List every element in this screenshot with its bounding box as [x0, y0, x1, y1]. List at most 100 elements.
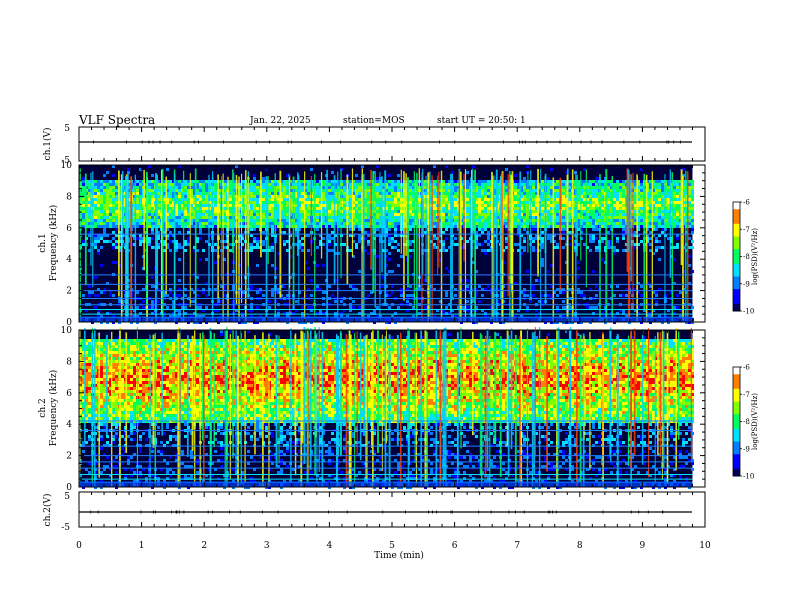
spectrogram-cell — [319, 243, 322, 246]
spectrogram-cell — [316, 198, 319, 201]
ch1-spectrogram-heatmap — [79, 165, 705, 324]
spectrogram-cell — [541, 231, 544, 234]
spectrogram-cell — [328, 201, 331, 204]
spectrogram-cell — [475, 213, 478, 216]
spectrogram-cell — [82, 243, 85, 246]
spectrogram-cell — [157, 231, 160, 234]
spectrogram-cell — [223, 225, 226, 228]
spectrogram-cell — [301, 312, 304, 315]
spectrogram-cell — [637, 183, 640, 186]
spectrogram-cell — [142, 300, 145, 303]
spectrogram-cell — [337, 201, 340, 204]
spectrogram-cell — [505, 237, 508, 240]
spectrogram-cell — [196, 237, 199, 240]
spectrogram-cell — [112, 315, 115, 318]
spectrogram-cell — [505, 240, 508, 243]
spectrogram-cell — [271, 201, 274, 204]
spectrogram-cell — [382, 213, 385, 216]
spectrogram-cell — [394, 198, 397, 201]
spectrogram-cell — [637, 228, 640, 231]
spectrogram-cell — [649, 204, 652, 207]
spectrogram-cell — [178, 258, 181, 261]
spectrogram-cell — [379, 201, 382, 204]
spectrogram-cell — [466, 222, 469, 225]
spectrogram-cell — [394, 234, 397, 237]
spectrogram-cell — [259, 288, 262, 291]
spectrogram-cell — [355, 288, 358, 291]
spectrogram-cell — [352, 255, 355, 258]
spectrogram-cell — [229, 207, 232, 210]
spectrogram-cell — [505, 207, 508, 210]
spectrogram-cell — [229, 213, 232, 216]
spectrogram-cell — [586, 306, 589, 309]
spectrogram-cell — [577, 225, 580, 228]
spectrogram-cell — [433, 210, 436, 213]
spectrogram-cell — [229, 243, 232, 246]
spectrogram-cell — [646, 240, 649, 243]
spectrogram-cell — [295, 216, 298, 219]
spectrogram-cell — [652, 180, 655, 183]
spectrogram-cell — [592, 198, 595, 201]
spectrogram-cell — [685, 231, 688, 234]
spectrogram-cell — [583, 222, 586, 225]
spectrogram-cell — [520, 210, 523, 213]
spectrogram-cell — [358, 237, 361, 240]
spectrogram-cell — [391, 222, 394, 225]
spectrogram-cell — [307, 267, 310, 270]
spectrogram-cell — [379, 210, 382, 213]
spectrogram-cell — [331, 207, 334, 210]
spectrogram-cell — [553, 216, 556, 219]
spectrogram-cell — [505, 186, 508, 189]
spectrogram-cell — [433, 201, 436, 204]
spectrogram-cell — [109, 225, 112, 228]
spectrogram-cell — [658, 198, 661, 201]
spectrogram-cell — [448, 270, 451, 273]
spectrogram-cell — [301, 195, 304, 198]
spectrogram-cell — [148, 192, 151, 195]
spectrogram-cell — [685, 204, 688, 207]
spectrogram-cell — [367, 294, 370, 297]
spectrogram-cell — [583, 213, 586, 216]
spectrogram-cell — [106, 195, 109, 198]
spectrogram-cell — [364, 189, 367, 192]
spectrogram-cell — [646, 234, 649, 237]
spectrogram-cell — [595, 183, 598, 186]
spectrogram-cell — [307, 222, 310, 225]
spectrogram-cell — [103, 201, 106, 204]
spectrogram-cell — [607, 201, 610, 204]
spectrogram-cell — [196, 249, 199, 252]
spectrogram-cell — [163, 207, 166, 210]
spectrogram-cell — [619, 186, 622, 189]
spectrogram-cell — [466, 219, 469, 222]
spectrogram-cell — [634, 234, 637, 237]
spectrogram-cell — [409, 228, 412, 231]
spectrogram-cell — [679, 225, 682, 228]
spectrogram-cell — [202, 288, 205, 291]
spectrogram-cell — [391, 192, 394, 195]
spectrogram-cell — [109, 201, 112, 204]
spectrogram-cell — [520, 198, 523, 201]
spectrogram-cell — [688, 255, 691, 258]
spectrogram-cell — [523, 183, 526, 186]
spectrogram-cell — [691, 231, 694, 234]
spectrogram-cell — [262, 225, 265, 228]
spectrogram-cell — [439, 249, 442, 252]
spectrogram-cell — [625, 198, 628, 201]
spectrogram-cell — [94, 180, 97, 183]
spectrogram-cell — [622, 213, 625, 216]
spectrogram-cell — [175, 249, 178, 252]
spectrogram-cell — [616, 222, 619, 225]
spectrogram-cell — [358, 210, 361, 213]
spectrogram-cell — [601, 207, 604, 210]
spectrogram-cell — [112, 207, 115, 210]
spectrogram-cell — [466, 285, 469, 288]
spectrogram-cell — [382, 249, 385, 252]
spectrogram-cell — [454, 189, 457, 192]
spectrogram-cell — [277, 312, 280, 315]
spectrogram-cell — [115, 192, 118, 195]
spectrogram-cell — [664, 180, 667, 183]
spectrogram-cell — [664, 315, 667, 318]
spectrogram-cell — [307, 183, 310, 186]
spectrogram-cell — [205, 210, 208, 213]
spectrogram-cell — [565, 306, 568, 309]
